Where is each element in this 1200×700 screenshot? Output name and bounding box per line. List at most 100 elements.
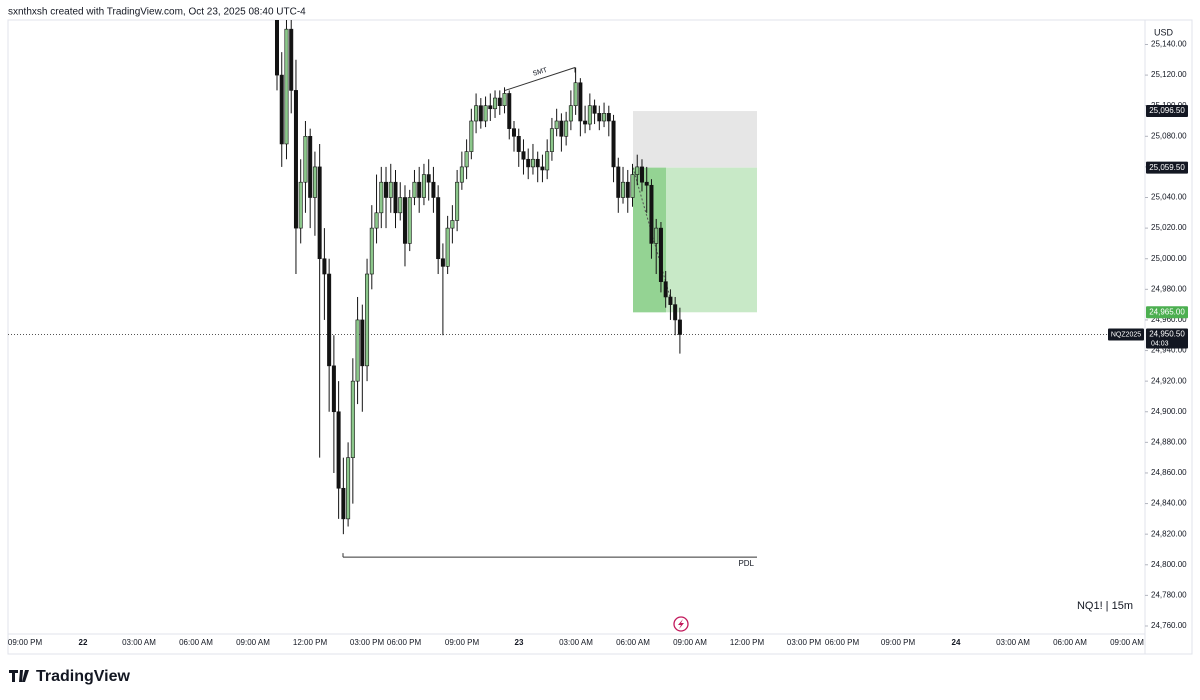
candle-body bbox=[279, 74, 284, 145]
countdown: 04:03 bbox=[1151, 340, 1169, 347]
y-tick-label: 24,760.00 bbox=[1151, 621, 1187, 630]
x-tick-label: 06:00 PM bbox=[825, 638, 860, 647]
candle-body bbox=[308, 136, 313, 198]
candle-body bbox=[384, 181, 389, 198]
candle-body bbox=[535, 158, 540, 168]
candle-body bbox=[587, 105, 592, 125]
candle-body bbox=[289, 28, 294, 91]
logo: TradingView bbox=[9, 668, 131, 685]
y-tick-label: 24,880.00 bbox=[1151, 437, 1187, 446]
y-tick-label: 25,120.00 bbox=[1151, 70, 1187, 79]
candle-body bbox=[583, 120, 588, 125]
candle-body bbox=[369, 227, 374, 275]
candle-body bbox=[450, 220, 455, 229]
y-tick-label: 25,020.00 bbox=[1151, 223, 1187, 232]
y-tick-label: 24,900.00 bbox=[1151, 407, 1187, 416]
candle-body bbox=[654, 227, 659, 244]
y-tick-label: 24,960.00 bbox=[1151, 315, 1187, 324]
y-tick-label: 25,000.00 bbox=[1151, 254, 1187, 263]
x-tick-label: 09:00 AM bbox=[1110, 638, 1144, 647]
symbol-label: NQ1! | 15m bbox=[1077, 600, 1133, 612]
candle-body bbox=[407, 197, 412, 244]
candle-body bbox=[293, 90, 298, 229]
candle-body bbox=[350, 380, 355, 458]
candle-body bbox=[469, 120, 474, 152]
candle-body bbox=[545, 151, 550, 171]
candle-body bbox=[393, 181, 398, 214]
x-tick-label: 06:00 AM bbox=[179, 638, 213, 647]
candle-body bbox=[426, 174, 431, 183]
trade-path bbox=[632, 167, 671, 298]
price-tag bbox=[1146, 161, 1188, 174]
candle-body bbox=[464, 151, 469, 168]
candle-body bbox=[511, 128, 516, 137]
candle-body bbox=[635, 166, 640, 175]
x-tick-label: 22 bbox=[79, 638, 88, 647]
x-tick-label: 06:00 AM bbox=[1053, 638, 1087, 647]
candle-body bbox=[398, 197, 403, 214]
candle-body bbox=[341, 487, 346, 520]
candle-body bbox=[644, 181, 649, 186]
pdl-label: PDL bbox=[738, 559, 754, 568]
candle-body bbox=[402, 197, 407, 244]
candle-body bbox=[303, 136, 308, 183]
candle-body bbox=[668, 296, 673, 305]
candle-body bbox=[673, 304, 678, 321]
candle-body bbox=[478, 105, 483, 122]
price-tag bbox=[1146, 306, 1188, 319]
attribution: sxnthxsh created with TradingView.com, O… bbox=[8, 7, 306, 18]
candle-body bbox=[658, 227, 663, 282]
candle-body bbox=[336, 411, 341, 489]
x-tick-label: 23 bbox=[515, 638, 524, 647]
candle-body bbox=[639, 166, 644, 183]
x-tick-label: 03:00 AM bbox=[996, 638, 1030, 647]
x-tick-label: 12:00 PM bbox=[730, 638, 765, 647]
frame bbox=[7, 19, 1193, 655]
candle-body bbox=[564, 120, 569, 137]
x-tick-label: 03:00 PM bbox=[350, 638, 385, 647]
x-tick-label: 09:00 PM bbox=[445, 638, 480, 647]
smt-line bbox=[504, 67, 576, 91]
x-tick-label: 03:00 PM bbox=[787, 638, 822, 647]
candle-body bbox=[474, 105, 479, 122]
y-tick-label: 25,080.00 bbox=[1151, 131, 1187, 140]
candle-body bbox=[493, 97, 498, 110]
candle-body bbox=[549, 128, 554, 152]
event-icon[interactable] bbox=[673, 616, 689, 632]
candle-body bbox=[388, 181, 393, 198]
candle-body bbox=[412, 181, 417, 198]
x-tick-label: 06:00 AM bbox=[616, 638, 650, 647]
last-price-label: 24,950.50 bbox=[1149, 330, 1185, 339]
x-tick-label: 12:00 PM bbox=[293, 638, 328, 647]
candle-body bbox=[507, 93, 512, 129]
candle-body bbox=[322, 258, 327, 275]
contract-label: NQZ2025 bbox=[1111, 331, 1141, 338]
candle-body bbox=[521, 151, 526, 160]
candle-body bbox=[611, 120, 616, 168]
logo-mark bbox=[9, 670, 29, 682]
x-tick-label: 09:00 PM bbox=[881, 638, 916, 647]
candle-body bbox=[530, 158, 535, 168]
candle-body bbox=[445, 227, 450, 267]
candle-body bbox=[578, 82, 583, 122]
candle-body bbox=[274, 20, 279, 76]
x-tick-label: 03:00 AM bbox=[559, 638, 593, 647]
candle-body bbox=[554, 120, 559, 129]
currency: USD bbox=[1154, 27, 1174, 37]
plot: PDL SMT bbox=[8, 20, 1145, 568]
candle-body bbox=[346, 457, 351, 520]
x-tick-label: 03:00 AM bbox=[122, 638, 156, 647]
candle-body bbox=[606, 113, 611, 122]
x-tick-label: 24 bbox=[952, 638, 961, 647]
candle-body bbox=[592, 105, 597, 114]
candle-body bbox=[298, 181, 303, 229]
price-tag-label: 24,965.00 bbox=[1149, 307, 1185, 316]
candle-body bbox=[616, 166, 621, 198]
candle-body bbox=[502, 93, 507, 106]
candle-body bbox=[573, 82, 578, 106]
candle-body bbox=[327, 273, 332, 367]
candle-body bbox=[431, 181, 436, 198]
y-tick-label: 24,920.00 bbox=[1151, 376, 1187, 385]
